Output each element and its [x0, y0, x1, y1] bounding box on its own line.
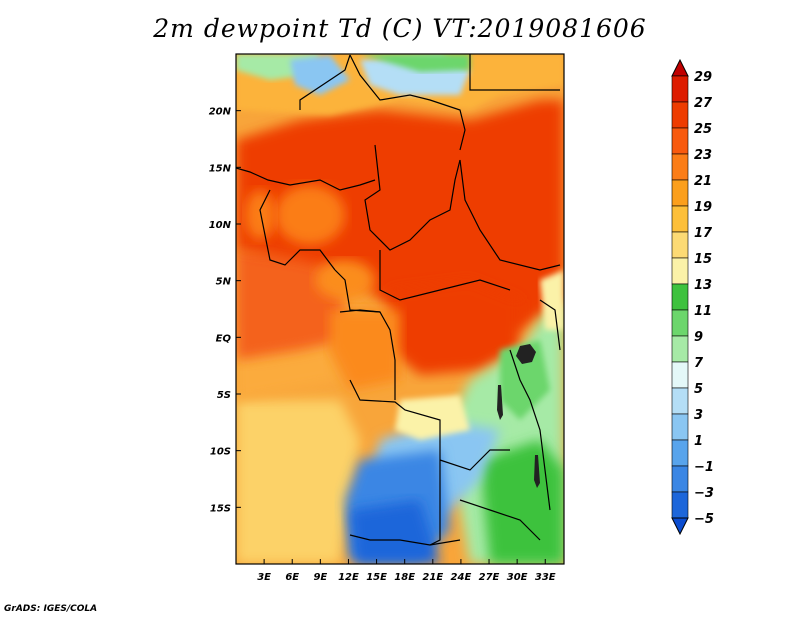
lon-axis: 3E 6E 9E 12E 15E 18E 21E 24E 27E 30E 33E [257, 559, 556, 583]
lat-tick-label: 15N [209, 163, 232, 174]
lat-tick-label: 20N [209, 107, 232, 118]
colorbar-swatch [671, 257, 689, 285]
lat-tick-label: 15S [210, 503, 231, 514]
field-malawi-green [480, 440, 564, 564]
lon-tick-label: 6E [285, 572, 299, 583]
grads-credit: GrADS: IGES/COLA [4, 604, 98, 614]
lat-axis: 20N 15N 10N 5N EQ 5S 10S 15S [209, 107, 241, 514]
colorbar-label: 27 [694, 96, 713, 111]
colorbar-swatch [671, 309, 689, 337]
field-guinea-pocket [245, 190, 275, 240]
border-namibia [349, 534, 461, 546]
borders-layer [236, 54, 561, 546]
lakes-layer [497, 344, 540, 488]
colorbar-swatch [671, 101, 689, 129]
border-kenya [539, 299, 561, 351]
colorbar-label: 25 [694, 122, 712, 137]
colorbar-label: 5 [694, 382, 703, 397]
colorbar-swatch [671, 361, 689, 389]
field-uganda-green [500, 340, 550, 420]
colorbar-label: 7 [694, 356, 704, 371]
border-algeria-mali [299, 54, 351, 110]
border-angola-zambia [429, 460, 441, 546]
border-car [379, 250, 511, 301]
border-niger-libya [349, 54, 466, 151]
colorbar-label: −1 [694, 460, 714, 475]
border-congo-west [339, 309, 396, 400]
field-layer [236, 54, 564, 564]
colorbar-swatch [671, 231, 689, 259]
field-sahel [236, 100, 564, 330]
lon-tick-label: 33E [535, 572, 556, 583]
colorbar-label: 23 [694, 148, 712, 163]
border-sudan-south [459, 159, 561, 271]
lon-tick-label: 12E [338, 572, 359, 583]
lake-malawi [534, 455, 540, 488]
lat-tick-label: 5N [216, 277, 232, 288]
lon-tick-label: 27E [479, 572, 500, 583]
field-angola-deep [350, 500, 440, 564]
border-rift [509, 349, 551, 511]
lon-tick-label: 24E [451, 572, 472, 583]
lake-tanganyika [497, 385, 503, 420]
lat-tick-label: 10S [210, 447, 231, 458]
border-nigeria-west [259, 189, 336, 271]
field-ethiopia-yellow [540, 270, 564, 330]
field-gabon [330, 310, 400, 390]
colorbar-swatch [671, 153, 689, 181]
map-title: 2m dewpoint Td (C) VT:2019081606 [153, 14, 647, 43]
field-atlantic-south [236, 400, 360, 564]
lat-tick-label: EQ [216, 333, 232, 344]
colorbar-label: 13 [694, 278, 712, 293]
colorbar-label: −3 [694, 486, 714, 501]
border-sahel-line [236, 167, 376, 191]
colorbar-swatch [671, 283, 689, 311]
colorbar-swatch [671, 413, 689, 441]
lat-tick-label: 5S [217, 390, 231, 401]
border-egypt-sudan [469, 54, 560, 91]
lat-tick-label: 10N [209, 220, 232, 231]
field-sahara-green [360, 54, 470, 72]
colorbar-swatch [671, 205, 689, 233]
colorbar-label: 15 [694, 252, 712, 267]
lon-tick-label: 21E [422, 572, 443, 583]
colorbar: 29 27 25 23 21 19 17 15 13 11 9 7 5 3 1 −1 −3 −5 [671, 58, 714, 536]
colorbar-label: 3 [694, 408, 703, 423]
border-drc-angola [349, 379, 441, 460]
lon-tick-label: 30E [507, 572, 528, 583]
field-congo [390, 280, 520, 375]
colorbar-swatch [671, 439, 689, 467]
colorbar-swatch [671, 127, 689, 155]
colorbar-label: 9 [694, 330, 703, 345]
colorbar-label: −5 [694, 512, 714, 527]
lon-tick-label: 3E [257, 572, 271, 583]
colorbar-bottom-arrow [671, 517, 689, 536]
lon-tick-label: 15E [366, 572, 387, 583]
colorbar-label: 21 [694, 174, 712, 189]
lon-tick-label: 9E [313, 572, 327, 583]
lon-tick-label: 18E [394, 572, 415, 583]
border-chad [364, 144, 461, 251]
colorbar-label: 29 [694, 70, 712, 85]
border-zambia-north [439, 449, 510, 471]
colorbar-swatch [671, 75, 689, 103]
colorbar-label: 11 [694, 304, 712, 319]
colorbar-label: 19 [694, 200, 712, 215]
colorbar-swatch [671, 387, 689, 415]
colorbar-top-arrow [671, 58, 689, 77]
map-frame [235, 53, 565, 565]
border-zimbabwe [459, 499, 541, 541]
field-sahara-cool-1 [290, 55, 350, 95]
colorbar-swatch [671, 335, 689, 363]
field-nigeria-pocket [275, 185, 345, 245]
colorbar-swatch [671, 179, 689, 207]
colorbar-swatch [671, 491, 689, 519]
lake-victoria [516, 344, 536, 364]
colorbar-label: 1 [694, 434, 703, 449]
colorbar-label: 17 [694, 226, 713, 241]
colorbar-swatch [671, 465, 689, 493]
